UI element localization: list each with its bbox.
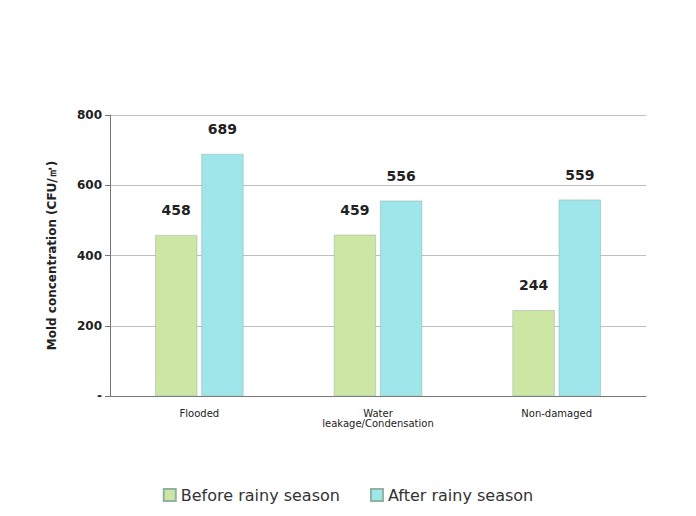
svg-text:Before rainy season: Before rainy season: [181, 486, 340, 505]
svg-text:Water: Water: [363, 407, 393, 419]
svg-text:Non-damaged: Non-damaged: [521, 408, 592, 419]
svg-text:689: 689: [208, 121, 237, 137]
svg-text:Mold concentration (CFU/㎥): Mold concentration (CFU/㎥): [45, 161, 59, 350]
svg-text:After rainy season: After rainy season: [388, 486, 533, 505]
svg-text:458: 458: [162, 202, 191, 218]
svg-text:leakage/Condensation: leakage/Condensation: [322, 418, 433, 429]
svg-text:244: 244: [519, 277, 548, 293]
svg-text:400: 400: [77, 249, 102, 263]
svg-text:459: 459: [340, 202, 369, 218]
svg-text:-: -: [97, 389, 102, 403]
svg-text:800: 800: [77, 108, 102, 122]
svg-text:556: 556: [386, 168, 415, 184]
svg-text:559: 559: [565, 167, 594, 183]
svg-text:Flooded: Flooded: [180, 408, 220, 419]
svg-text:600: 600: [77, 178, 102, 192]
svg-text:200: 200: [77, 319, 102, 333]
